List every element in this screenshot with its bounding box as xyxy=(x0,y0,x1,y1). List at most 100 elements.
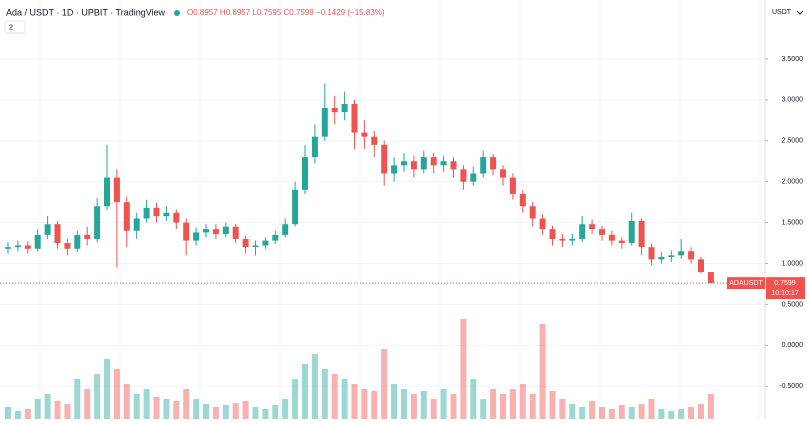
candle-body xyxy=(401,161,407,166)
volume-bar xyxy=(183,389,190,419)
volume-bar xyxy=(490,389,497,419)
candle-body xyxy=(34,234,41,249)
candle-body xyxy=(183,222,190,241)
candle-body xyxy=(549,229,556,239)
candle-body xyxy=(450,161,457,170)
currency-caret xyxy=(796,10,804,15)
volume-bar xyxy=(608,409,615,419)
candle-body xyxy=(618,240,625,244)
candle-body xyxy=(509,177,516,194)
volume-bar xyxy=(64,404,71,419)
candle-body xyxy=(54,224,61,244)
y-tick-label: 1.0000 xyxy=(782,260,804,267)
indicator-toggle[interactable] xyxy=(4,20,26,34)
currency-label[interactable]: USDT xyxy=(772,9,792,16)
volume-bar xyxy=(222,405,229,419)
candle-body xyxy=(361,132,368,137)
volume-bar xyxy=(450,394,457,419)
volume-bar xyxy=(5,407,11,419)
candle-body xyxy=(529,206,536,219)
volume-bar xyxy=(361,389,368,419)
candle-body xyxy=(470,173,477,182)
volume-bar xyxy=(14,411,21,419)
indicator-badge: 2 xyxy=(9,24,13,31)
candle-body xyxy=(707,272,714,284)
volume-bar xyxy=(549,391,556,419)
volume-bar xyxy=(341,379,348,419)
candle-body xyxy=(272,234,279,241)
candle-body xyxy=(5,247,11,249)
candle-body xyxy=(311,136,318,158)
volume-bar xyxy=(470,379,477,419)
candle-body xyxy=(232,226,239,239)
volume-bar xyxy=(391,384,398,419)
candle-body xyxy=(599,229,605,235)
volume-bar xyxy=(94,374,101,419)
price-axis: 3.5000 3.0000 2.5000 2.0000 1.5000 1.0000 0.50… xyxy=(765,56,803,390)
volume-bar xyxy=(84,389,91,419)
chart-title: Ada / USDT · 1D · UPBIT · TradingView xyxy=(6,7,166,17)
candle-body xyxy=(173,212,180,223)
candle-body xyxy=(420,157,427,170)
volume-bar xyxy=(54,401,61,419)
candle-body xyxy=(262,240,269,246)
candle-body xyxy=(678,251,685,256)
volume-bar xyxy=(193,399,200,419)
volume-bar xyxy=(618,405,625,419)
candle-body xyxy=(14,245,21,248)
candle-layer xyxy=(0,83,765,284)
grid xyxy=(0,0,765,419)
candle-body xyxy=(648,247,655,260)
candle-body xyxy=(24,245,31,249)
volume-bar xyxy=(569,404,576,419)
volume-bar xyxy=(153,397,160,419)
candle-body xyxy=(460,169,467,182)
candle-body xyxy=(123,202,130,231)
y-tick-label: 1.5000 xyxy=(782,219,804,226)
candle-body xyxy=(608,234,615,241)
volume-bar xyxy=(104,359,110,419)
status-dot xyxy=(174,10,180,16)
candle-body xyxy=(222,226,229,235)
candle-body xyxy=(539,218,546,230)
candle-body xyxy=(252,245,259,248)
candle-body xyxy=(193,232,200,241)
candle-body xyxy=(430,157,437,166)
volume-bar xyxy=(123,384,130,419)
candle-body xyxy=(302,157,308,190)
y-tick-label: 2.5000 xyxy=(782,138,804,145)
candle-body xyxy=(242,238,249,248)
price-tag-box xyxy=(766,277,805,300)
volume-bar xyxy=(262,409,269,419)
y-tick-label: 0.5000 xyxy=(782,301,804,308)
volume-bar xyxy=(282,399,289,419)
volume-bar xyxy=(351,384,358,419)
candle-body xyxy=(212,229,219,235)
candle-body xyxy=(74,234,81,249)
candle-body xyxy=(133,218,140,231)
candle-body xyxy=(331,108,338,113)
volume-bar xyxy=(678,409,685,419)
candle-body xyxy=(698,259,704,273)
volume-bar xyxy=(401,389,407,419)
volume-bar xyxy=(579,407,586,419)
volume-bar xyxy=(232,403,239,419)
y-tick-label: 2.0000 xyxy=(782,179,804,186)
candle-body xyxy=(143,207,150,219)
candle-body xyxy=(519,193,526,207)
y-tick-label: 3.5000 xyxy=(782,56,804,63)
candle-body xyxy=(341,103,348,113)
volume-bar xyxy=(331,374,338,419)
volume-bar xyxy=(272,405,279,419)
volume-bar xyxy=(599,407,605,419)
volume-bar xyxy=(648,399,655,419)
volume-bar xyxy=(34,399,41,419)
volume-bar xyxy=(133,394,140,419)
volume-bar xyxy=(628,407,635,419)
volume-bar xyxy=(24,409,31,419)
volume-bar xyxy=(707,394,714,419)
volume-bar xyxy=(302,364,308,419)
volume-bar xyxy=(371,391,378,419)
candle-body xyxy=(391,165,398,174)
volume-bar xyxy=(529,394,536,419)
